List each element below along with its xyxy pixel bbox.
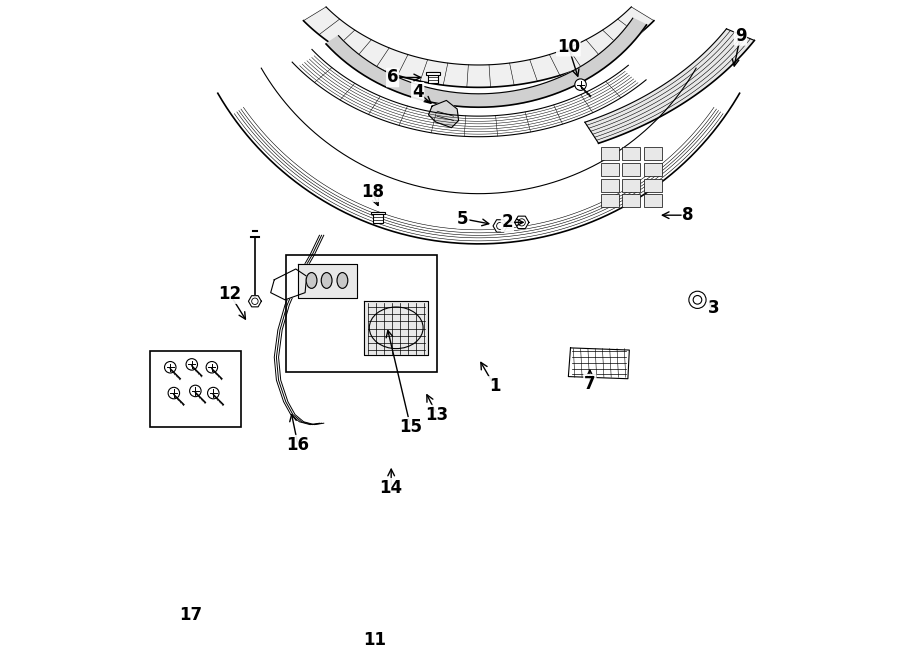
- Polygon shape: [374, 212, 383, 223]
- Text: 10: 10: [557, 38, 580, 56]
- Polygon shape: [600, 147, 618, 160]
- Text: 6: 6: [387, 69, 399, 87]
- Polygon shape: [271, 269, 307, 300]
- Circle shape: [497, 222, 504, 229]
- Polygon shape: [569, 348, 629, 379]
- Text: 5: 5: [457, 210, 469, 228]
- Text: 1: 1: [489, 377, 500, 395]
- Polygon shape: [600, 163, 618, 176]
- Text: 18: 18: [361, 183, 384, 201]
- Polygon shape: [515, 216, 529, 229]
- Ellipse shape: [306, 272, 317, 288]
- Text: 2: 2: [501, 214, 513, 231]
- Ellipse shape: [321, 272, 332, 288]
- Polygon shape: [622, 147, 640, 160]
- Polygon shape: [600, 194, 618, 208]
- Polygon shape: [644, 147, 662, 160]
- Text: 9: 9: [734, 27, 746, 45]
- Polygon shape: [150, 352, 240, 427]
- Polygon shape: [218, 68, 740, 244]
- Polygon shape: [426, 72, 440, 75]
- Circle shape: [186, 359, 197, 370]
- Circle shape: [518, 219, 526, 226]
- Ellipse shape: [337, 272, 347, 288]
- Text: 13: 13: [426, 406, 449, 424]
- Text: 7: 7: [584, 375, 596, 393]
- Polygon shape: [364, 301, 428, 355]
- Polygon shape: [585, 29, 754, 143]
- Text: 16: 16: [286, 436, 310, 453]
- Circle shape: [252, 298, 258, 305]
- Circle shape: [575, 79, 586, 91]
- Polygon shape: [428, 100, 459, 128]
- Polygon shape: [644, 194, 662, 208]
- Text: 4: 4: [412, 83, 424, 101]
- Polygon shape: [371, 212, 385, 214]
- Polygon shape: [493, 219, 508, 232]
- Circle shape: [190, 385, 201, 397]
- Circle shape: [688, 292, 706, 309]
- Polygon shape: [303, 7, 654, 87]
- Polygon shape: [298, 264, 356, 297]
- Text: 11: 11: [364, 631, 386, 649]
- Polygon shape: [326, 19, 646, 107]
- Polygon shape: [600, 178, 618, 192]
- Polygon shape: [248, 295, 261, 307]
- Text: 17: 17: [179, 606, 202, 625]
- Polygon shape: [292, 50, 646, 137]
- Polygon shape: [428, 72, 437, 83]
- Text: 3: 3: [708, 299, 720, 317]
- Circle shape: [165, 362, 176, 373]
- Circle shape: [206, 362, 218, 373]
- Text: 8: 8: [682, 206, 694, 224]
- Text: 14: 14: [380, 479, 402, 497]
- Polygon shape: [286, 254, 437, 371]
- Polygon shape: [644, 178, 662, 192]
- Circle shape: [693, 295, 702, 304]
- Polygon shape: [644, 163, 662, 176]
- Text: 12: 12: [218, 285, 241, 303]
- Polygon shape: [622, 163, 640, 176]
- Polygon shape: [622, 194, 640, 208]
- Circle shape: [168, 387, 180, 399]
- Polygon shape: [622, 178, 640, 192]
- Text: 15: 15: [399, 418, 422, 436]
- Circle shape: [208, 387, 219, 399]
